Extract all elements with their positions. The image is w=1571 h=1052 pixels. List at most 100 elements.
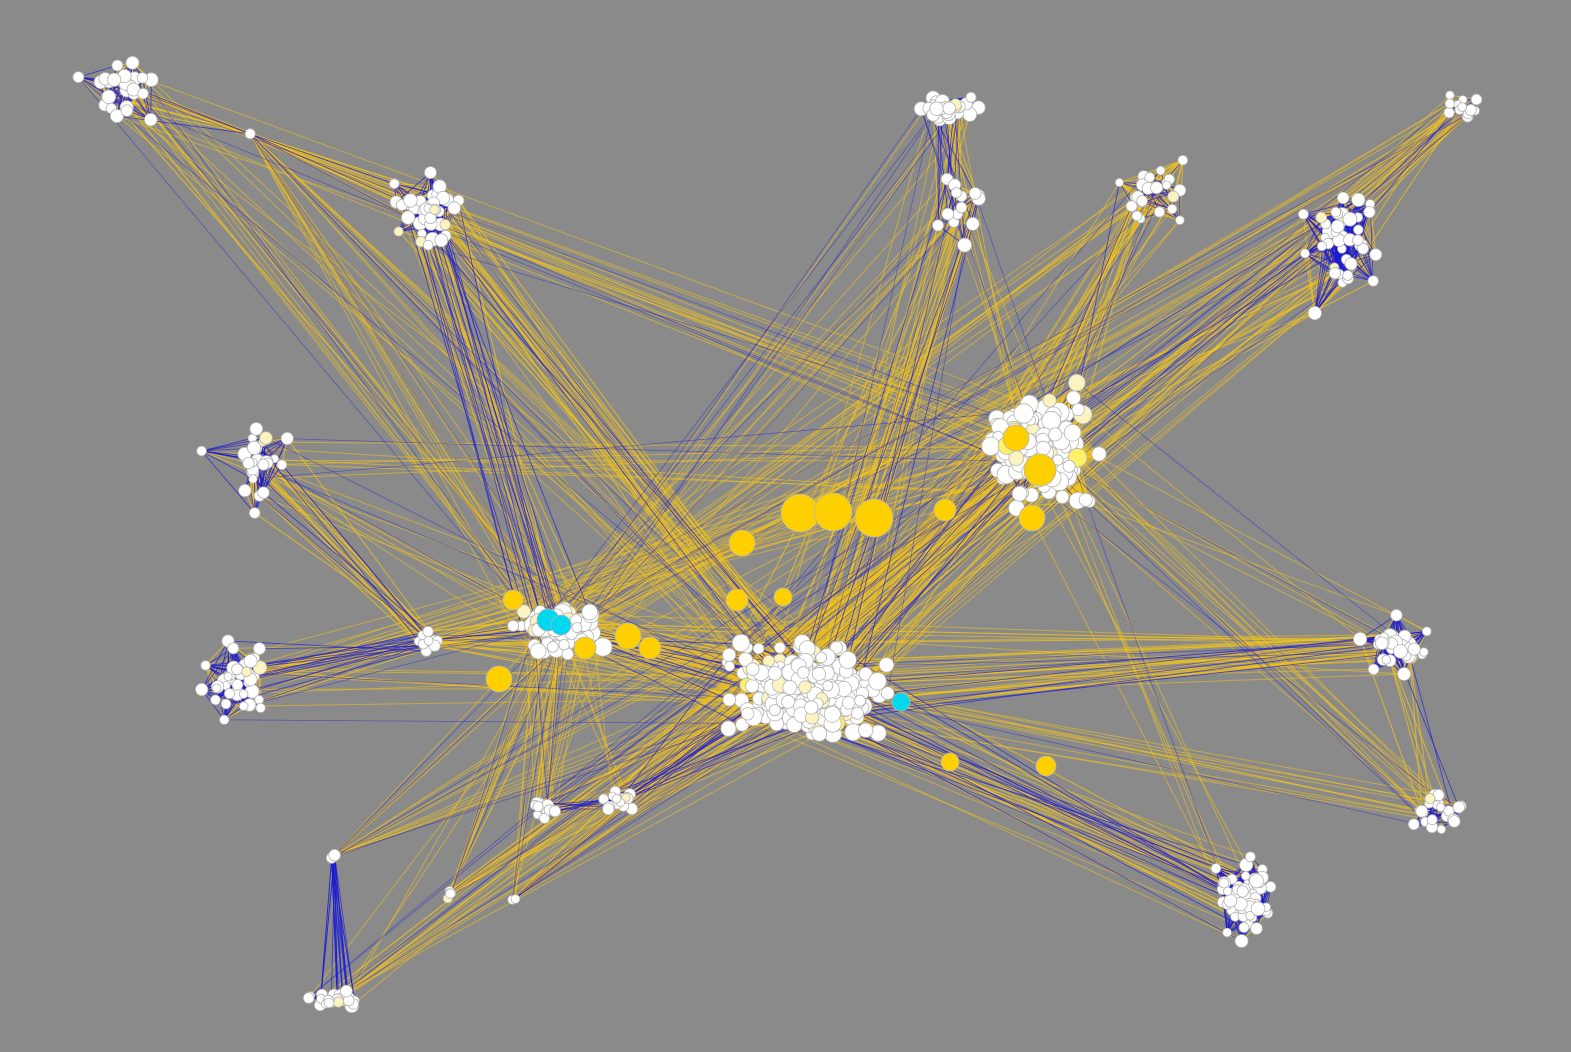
graph-node[interactable]: [1443, 107, 1455, 119]
graph-node[interactable]: [854, 694, 866, 707]
graph-node[interactable]: [332, 996, 344, 1008]
graph-node[interactable]: [965, 91, 977, 103]
graph-node[interactable]: [815, 651, 827, 664]
graph-node[interactable]: [1042, 393, 1057, 408]
graph-node[interactable]: [238, 701, 249, 711]
graph-node[interactable]: [1223, 893, 1238, 908]
graph-node[interactable]: [429, 204, 440, 215]
graph-node[interactable]: [1342, 269, 1354, 281]
graph-node[interactable]: [1177, 154, 1189, 166]
graph-node[interactable]: [598, 793, 609, 805]
graph-node[interactable]: [950, 187, 962, 199]
graph-node[interactable]: [539, 812, 551, 824]
graph-node[interactable]: [571, 622, 583, 633]
graph-node[interactable]: [942, 101, 956, 115]
graph-node[interactable]: [1167, 190, 1180, 203]
graph-node[interactable]: [1470, 93, 1483, 106]
graph-node-highlight-gold[interactable]: [1018, 504, 1046, 532]
graph-node[interactable]: [439, 219, 451, 231]
graph-node[interactable]: [1367, 663, 1380, 676]
graph-node[interactable]: [941, 207, 955, 221]
graph-node[interactable]: [445, 888, 456, 899]
graph-node[interactable]: [1369, 248, 1383, 262]
graph-node[interactable]: [423, 635, 434, 646]
graph-node[interactable]: [774, 641, 786, 654]
graph-node[interactable]: [1013, 403, 1034, 424]
graph-node[interactable]: [1415, 804, 1428, 818]
graph-node[interactable]: [1223, 886, 1233, 896]
graph-node[interactable]: [1131, 210, 1143, 222]
graph-node[interactable]: [1063, 423, 1082, 442]
graph-node[interactable]: [1222, 927, 1232, 938]
graph-node[interactable]: [880, 686, 895, 700]
graph-node[interactable]: [259, 431, 273, 445]
graph-node[interactable]: [1238, 922, 1250, 933]
graph-node[interactable]: [724, 660, 735, 672]
graph-node[interactable]: [1234, 934, 1249, 948]
graph-node[interactable]: [400, 210, 416, 225]
graph-node[interactable]: [1390, 609, 1403, 622]
graph-node-highlight-gold[interactable]: [614, 622, 642, 650]
graph-node[interactable]: [101, 89, 117, 105]
graph-node[interactable]: [746, 662, 760, 676]
graph-node[interactable]: [1055, 490, 1070, 504]
graph-node[interactable]: [1155, 165, 1166, 176]
graph-node[interactable]: [1445, 90, 1455, 100]
graph-node[interactable]: [1426, 814, 1438, 826]
graph-node[interactable]: [1424, 793, 1436, 804]
graph-node[interactable]: [1264, 881, 1277, 893]
graph-node[interactable]: [558, 639, 570, 651]
graph-node[interactable]: [823, 705, 841, 723]
node-layer[interactable]: [72, 55, 1483, 1014]
graph-node-highlight-gold[interactable]: [854, 498, 894, 538]
graph-node[interactable]: [1125, 200, 1138, 213]
graph-node[interactable]: [804, 700, 819, 715]
graph-node[interactable]: [210, 694, 221, 706]
graph-node[interactable]: [981, 436, 1001, 456]
graph-node[interactable]: [858, 666, 873, 681]
graph-node[interactable]: [238, 483, 252, 498]
graph-node[interactable]: [1245, 851, 1256, 863]
graph-node[interactable]: [257, 486, 270, 499]
graph-node[interactable]: [388, 178, 400, 190]
graph-node[interactable]: [611, 794, 622, 804]
graph-node[interactable]: [507, 620, 519, 632]
graph-node[interactable]: [1351, 192, 1366, 207]
graph-node-highlight-gold[interactable]: [573, 636, 597, 660]
graph-node[interactable]: [447, 201, 462, 215]
graph-node-highlight-cyan[interactable]: [891, 692, 911, 712]
graph-node[interactable]: [1353, 224, 1364, 236]
graph-node[interactable]: [241, 666, 252, 678]
graph-node[interactable]: [1167, 203, 1178, 215]
graph-node[interactable]: [136, 72, 149, 84]
graph-node[interactable]: [1375, 636, 1389, 650]
graph-node[interactable]: [929, 101, 944, 116]
graph-node[interactable]: [1316, 241, 1327, 252]
graph-node[interactable]: [752, 642, 765, 655]
graph-node[interactable]: [196, 445, 207, 457]
graph-node[interactable]: [252, 642, 266, 655]
graph-node[interactable]: [1444, 98, 1455, 109]
graph-node[interactable]: [211, 683, 222, 693]
graph-node[interactable]: [1330, 206, 1342, 218]
graph-node-highlight-gold[interactable]: [1002, 424, 1030, 452]
graph-node[interactable]: [1307, 305, 1322, 321]
graph-node[interactable]: [851, 706, 864, 720]
graph-node[interactable]: [1448, 815, 1461, 828]
graph-node[interactable]: [546, 640, 559, 653]
graph-node[interactable]: [1397, 667, 1411, 681]
graph-node[interactable]: [248, 507, 261, 519]
graph-node[interactable]: [1041, 410, 1061, 431]
graph-node[interactable]: [243, 654, 258, 669]
graph-node[interactable]: [302, 992, 315, 1004]
graph-node[interactable]: [1344, 257, 1358, 271]
graph-node[interactable]: [822, 680, 834, 692]
graph-node[interactable]: [257, 458, 270, 471]
graph-node[interactable]: [812, 666, 827, 681]
graph-node[interactable]: [200, 660, 211, 671]
graph-node[interactable]: [280, 431, 294, 445]
graph-node[interactable]: [1407, 818, 1420, 831]
graph-node[interactable]: [1175, 215, 1185, 226]
